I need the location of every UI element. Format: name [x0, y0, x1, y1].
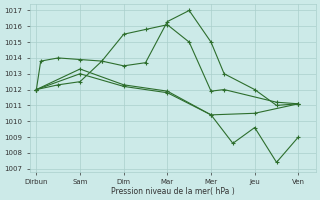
X-axis label: Pression niveau de la mer( hPa ): Pression niveau de la mer( hPa ): [111, 187, 235, 196]
